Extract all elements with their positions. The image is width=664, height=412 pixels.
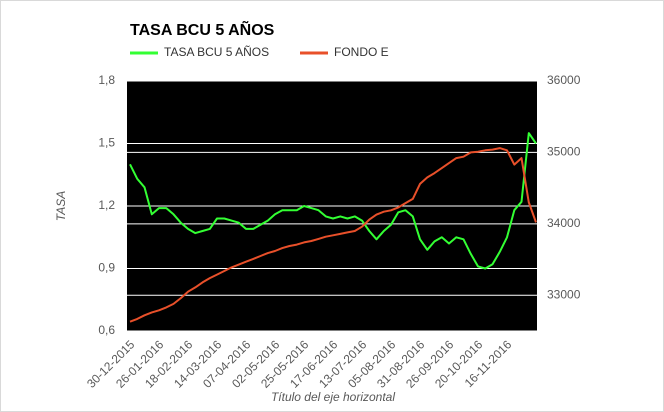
y-axis-title: TASA [54, 191, 68, 221]
y-tick-label: 0,6 [98, 323, 115, 337]
data-line [129, 147, 537, 323]
y2-tick-label: 35000 [547, 145, 581, 159]
y-tick-label: 0,9 [98, 261, 115, 275]
data-line [129, 132, 537, 270]
y2-tick-label: 36000 [547, 73, 581, 87]
legend-label: FONDO E [334, 45, 389, 59]
y2-tick-label: 33000 [547, 287, 581, 301]
chart-title: TASA BCU 5 AÑOS [130, 19, 275, 39]
x-axis-title: Título del eje horizontal [271, 390, 395, 404]
y-tick-label: 1,2 [98, 198, 115, 212]
y-tick-label: 1,8 [98, 73, 115, 87]
y-tick-label: 1,5 [98, 136, 115, 150]
y2-tick-label: 34000 [547, 216, 581, 230]
legend-label: TASA BCU 5 AÑOS [164, 45, 269, 59]
